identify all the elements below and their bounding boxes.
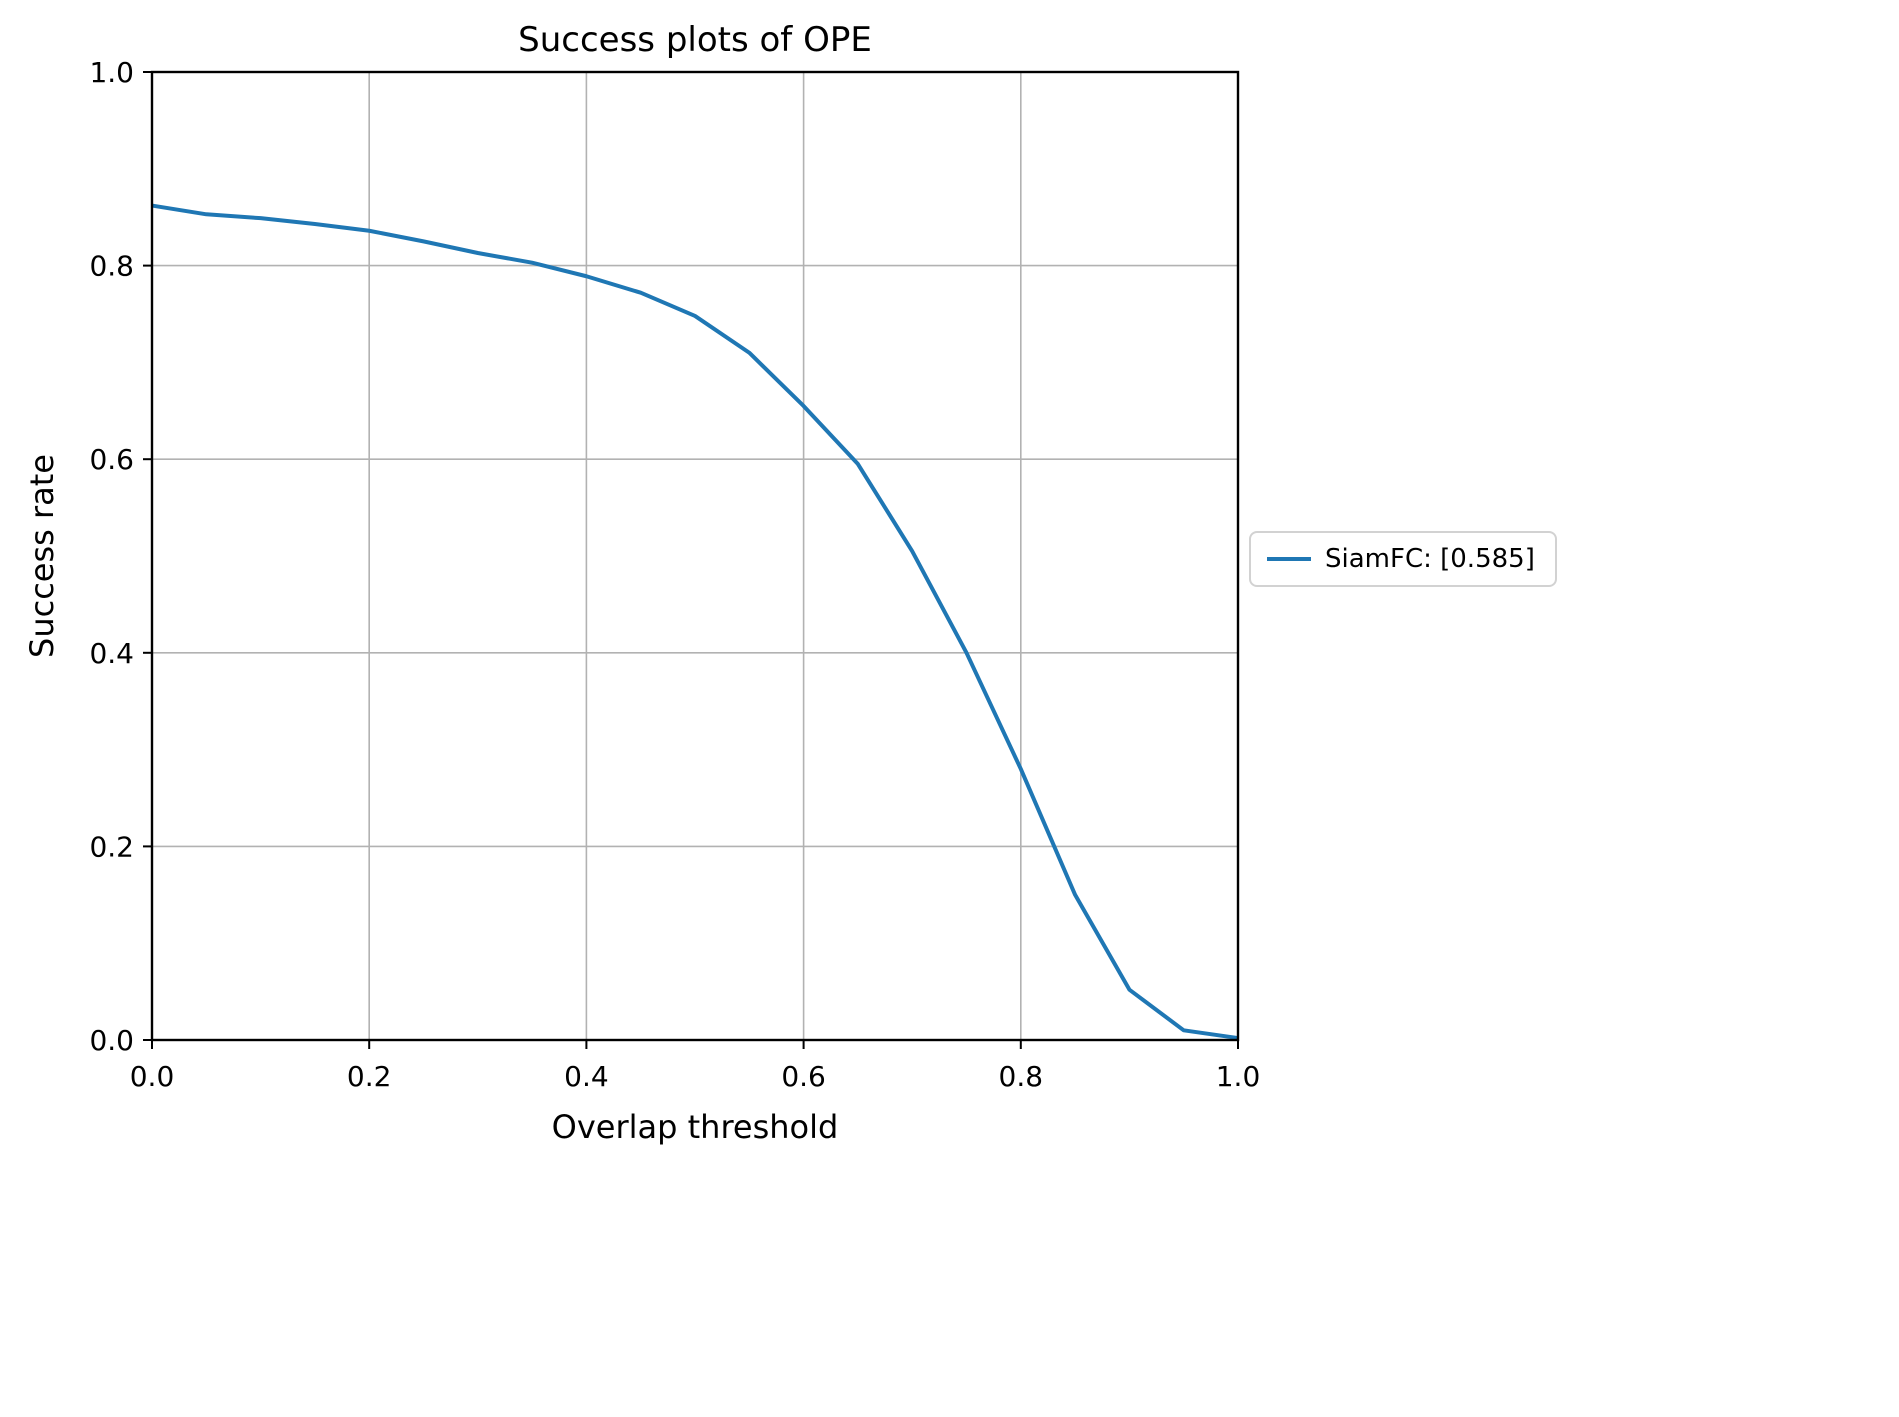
y-tick-label: 0.2: [89, 830, 134, 863]
legend-line-swatch: [1267, 557, 1311, 561]
y-axis-label: Success rate: [23, 454, 61, 658]
x-tick-label: 0.6: [781, 1060, 826, 1093]
x-tick-label: 0.8: [999, 1060, 1044, 1093]
plot-border: [150, 70, 1240, 1042]
x-tick-label: 0.0: [130, 1060, 175, 1093]
y-tick-label: 0.0: [89, 1024, 134, 1057]
legend: SiamFC: [0.585]: [1249, 531, 1557, 587]
x-tick-label: 0.2: [347, 1060, 392, 1093]
x-tick-label: 0.4: [564, 1060, 609, 1093]
y-tick-label: 0.8: [89, 250, 134, 283]
legend-label: SiamFC: [0.585]: [1325, 544, 1535, 574]
x-axis-label: Overlap threshold: [551, 1108, 839, 1146]
x-tick-label: 1.0: [1216, 1060, 1261, 1093]
y-tick-label: 0.4: [89, 637, 134, 670]
series-line-SiamFC: [151, 203, 1239, 1041]
y-tick-label: 0.6: [89, 443, 134, 476]
y-tick-label: 1.0: [89, 56, 134, 89]
chart-title: Success plots of OPE: [518, 20, 872, 60]
